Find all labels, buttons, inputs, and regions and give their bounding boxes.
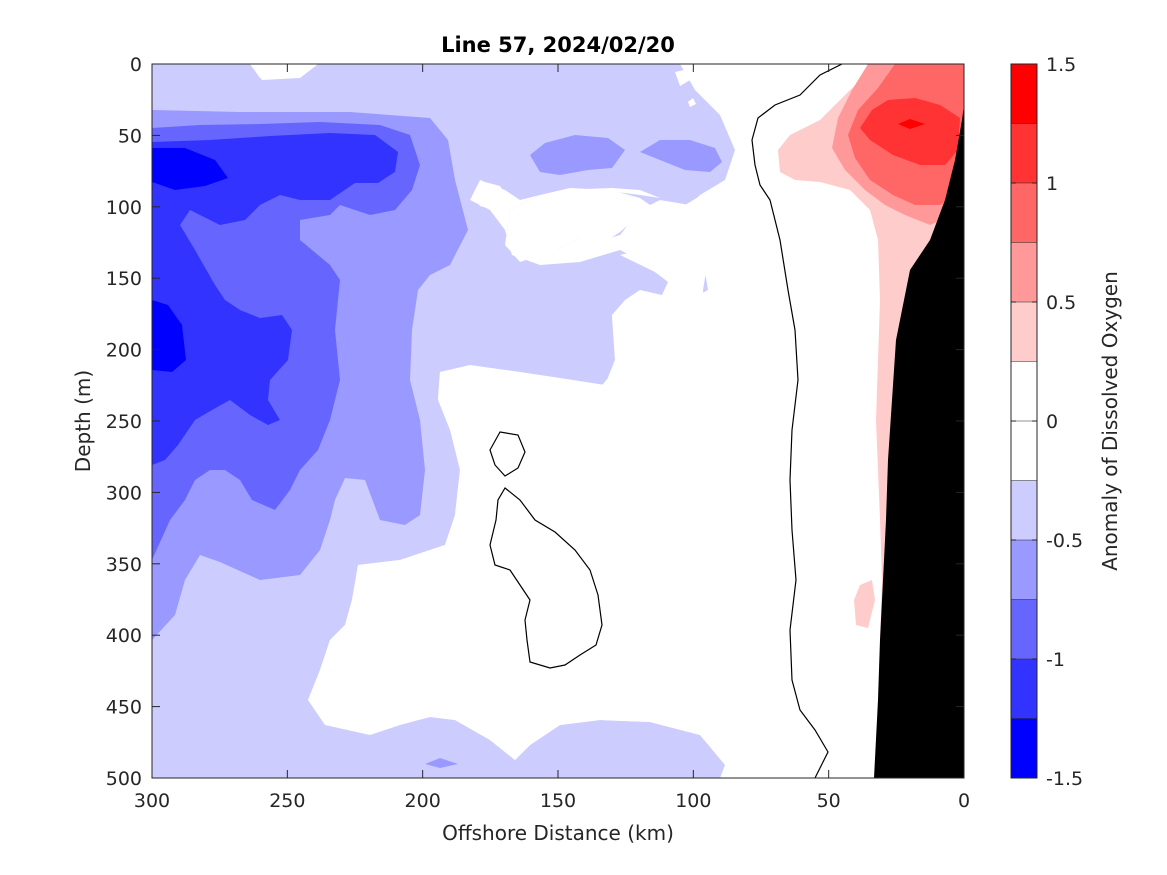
contour-fill-white-hole-4 [250,64,318,78]
colorbar-tick-label: -1 [1046,649,1065,671]
colorbar-segment [1011,123,1037,183]
colorbar-segment [1011,361,1037,421]
x-tick-label: 300 [134,790,170,812]
contour-fills [152,64,964,778]
contour-fill-white-hole-1 [505,188,650,262]
colorbar-tick-label: 1 [1046,173,1058,195]
contour-fill-deep-blue-2 [152,300,186,372]
colorbar-tick-label: 0.5 [1046,292,1076,314]
bathymetry-fill [874,105,964,778]
colorbar-segment [1011,540,1037,600]
y-axis-label: Depth (m) [71,370,95,472]
chart-title: Line 57, 2024/02/20 [441,33,675,57]
contour-fill-light-blue-bottom [238,700,525,778]
x-tick-label: 100 [675,790,711,812]
contour-fill-white-hole-3 [308,64,830,778]
contour-fill-light-blue-bottom2 [540,728,725,778]
contour-fill-light-red-patch [854,580,875,628]
y-axis: 0 50 100 150 200 250 300 350 400 450 500 [106,54,964,790]
contour-fill-deep-blue [152,148,228,190]
y-tick-label: 0 [130,54,142,76]
colorbar-segment [1011,242,1037,302]
contour-fill-mid-blue-patch1 [530,135,625,175]
colorbar-segment [1011,302,1037,362]
colorbar-tick-label: -1.5 [1046,768,1083,790]
y-tick-label: 100 [106,197,142,219]
y-tick-label: 150 [106,268,142,290]
y-tick-label: 450 [106,697,142,719]
contour-fill-mid-blue-patch3 [425,758,458,768]
contour-fill-mid-blue-patch2 [640,140,722,172]
colorbar-segment [1011,421,1037,481]
colorbar-tick-label: 0 [1046,411,1058,433]
colorbar-tick-label: -0.5 [1046,530,1083,552]
x-tick-label: 150 [540,790,576,812]
colorbar-segment [1011,480,1037,540]
contour-fill-white-hole-6 [688,98,696,107]
y-tick-label: 350 [106,554,142,576]
contour-fill-strong-blue [152,133,398,465]
x-tick-label: 200 [405,790,441,812]
colorbar-segment [1011,599,1037,659]
y-tick-label: 250 [106,411,142,433]
x-tick-label: 250 [269,790,305,812]
colorbar [1011,64,1037,778]
x-axis-label: Offshore Distance (km) [442,821,674,845]
x-tick-label: 0 [958,790,970,812]
colorbar-tick-label: 1.5 [1046,54,1076,76]
y-tick-label: 400 [106,625,142,647]
y-tick-label: 50 [118,125,142,147]
colorbar-segment [1011,659,1037,719]
zero-contour-line-east [751,64,843,778]
zero-contour-line-loop1 [489,431,526,477]
colorbar-segment [1011,718,1037,778]
y-tick-label: 500 [106,768,142,790]
y-tick-label: 200 [106,340,142,362]
colorbar-segment [1011,64,1037,124]
contour-fill-bright-red [898,119,925,129]
contour-fill-white-hole-5 [675,70,690,86]
zero-contour-line-loop2 [489,487,603,669]
colorbar-ticks: 1.5 1 0.5 0 -0.5 -1 -1.5 [1011,54,1083,790]
contour-fill-white-hole-2 [473,182,508,210]
contour-fill-red [860,98,960,165]
colorbar-segment [1011,183,1037,243]
y-tick-label: 300 [106,482,142,504]
x-tick-label: 50 [817,790,841,812]
colorbar-label: Anomaly of Dissolved Oxygen [1098,271,1122,571]
x-axis: 300 250 200 150 100 50 0 [134,64,970,812]
